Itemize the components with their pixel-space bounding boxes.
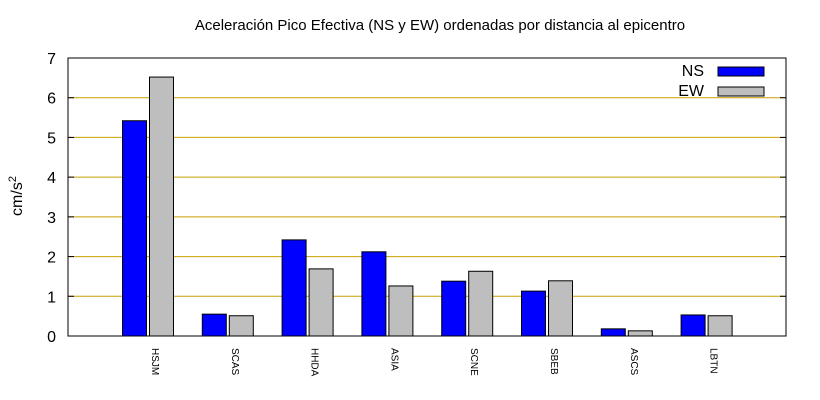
- y-tick-label: 4: [47, 170, 56, 187]
- bar-ew-scas: [228, 315, 254, 337]
- bar-ns-scas: [201, 313, 227, 337]
- y-tick-label: 1: [47, 289, 56, 306]
- bar-ns-scne: [441, 280, 467, 337]
- bar-ns-ascs: [600, 328, 626, 337]
- x-tick-label: HSJM: [149, 348, 160, 375]
- x-tick-label: SBEB: [548, 348, 559, 375]
- y-tick-label: 6: [47, 91, 56, 108]
- x-tick-label: SCNE: [468, 348, 479, 376]
- y-axis-label: cm/s2: [7, 176, 26, 216]
- bar-ew-scne: [468, 270, 494, 337]
- y-tick-label: 2: [47, 250, 56, 267]
- axis-ticks: 0 1 2 3 4 5 6 7 HSJM SCAS HHDA ASIA SCNE SBEB ASCS LBTN: [47, 51, 786, 377]
- legend-label-ew: EW: [678, 83, 705, 100]
- bar-ew-lbtn: [707, 315, 733, 337]
- bar-ns-lbtn: [680, 314, 706, 337]
- legend-swatch-ew: [717, 86, 765, 97]
- plot-frame: [67, 57, 787, 337]
- bar-ns-hhda: [281, 239, 307, 337]
- bar-ew-hsjm: [149, 76, 174, 337]
- grid-lines: [68, 97, 786, 297]
- x-tick-label: ASIA: [388, 348, 399, 371]
- x-tick-label: SCAS: [229, 348, 240, 376]
- bar-ew-sbeb: [548, 280, 573, 337]
- bar-ns-sbeb: [521, 290, 546, 337]
- y-tick-label: 3: [47, 210, 56, 227]
- y-tick-label: 7: [47, 51, 56, 68]
- chart-title: Aceleración Pico Efectiva (NS y EW) orde…: [195, 17, 685, 34]
- bar-ew-hhda: [308, 268, 334, 337]
- bars: [122, 76, 733, 337]
- x-tick-label: LBTN: [708, 348, 719, 374]
- x-tick-label: HHDA: [309, 348, 320, 377]
- x-tick-label: ASCS: [628, 348, 639, 376]
- legend-swatch-ns: [717, 66, 765, 77]
- bar-ew-asia: [388, 285, 414, 337]
- bar-ew-ascs: [627, 330, 653, 337]
- legend-label-ns: NS: [682, 63, 704, 80]
- legend: NS EW: [678, 63, 765, 100]
- bar-ns-asia: [361, 251, 387, 337]
- bar-ns-hsjm: [122, 120, 147, 337]
- y-axis-label-unit: cm/s: [9, 182, 26, 216]
- y-axis-label-exponent: 2: [7, 176, 19, 182]
- y-tick-label: 5: [47, 130, 56, 147]
- y-tick-label: 0: [47, 329, 56, 346]
